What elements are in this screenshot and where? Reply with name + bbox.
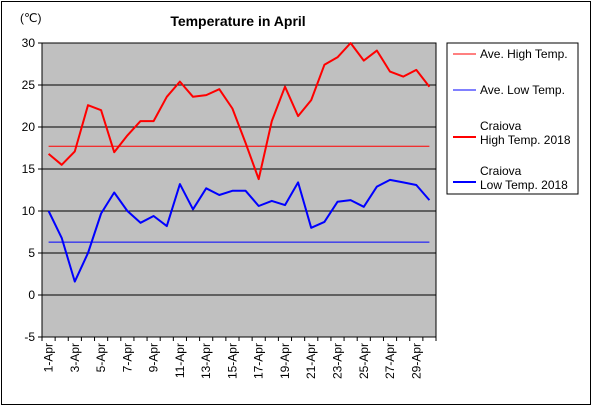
y-unit-label: (℃) — [20, 11, 41, 25]
x-tick-label: 21-Apr — [304, 343, 318, 379]
legend-box — [446, 42, 579, 195]
series-line-3 — [47, 178, 431, 283]
x-tick-label: 19-Apr — [278, 343, 292, 379]
x-tick-label: 17-Apr — [252, 343, 266, 379]
y-tick-label: 10 — [22, 204, 36, 218]
y-tick-label: -5 — [24, 330, 35, 344]
y-tick-label: 0 — [28, 288, 35, 302]
legend: Ave. High Temp. Ave. Low Temp. Craiova High… — [446, 42, 579, 195]
x-tick-label: 29-Apr — [409, 343, 423, 379]
x-tick-label: 9-Apr — [147, 343, 161, 372]
y-tick-label: 30 — [22, 36, 36, 50]
x-tick-label: 27-Apr — [383, 343, 397, 379]
x-tick-label: 25-Apr — [357, 343, 371, 379]
y-tick-label: 25 — [22, 78, 36, 92]
x-tick-label: 11-Apr — [173, 343, 187, 378]
legend-entry: Craiova High Temp. 2018 — [480, 119, 571, 147]
x-tick-label: 23-Apr — [331, 343, 345, 379]
legend-entry: Craiova Low Temp. 2018 — [480, 164, 568, 192]
legend-entry: Ave. High Temp. — [480, 47, 568, 61]
x-tick-label: 1-Apr — [42, 343, 56, 372]
x-tick-label: 13-Apr — [199, 343, 213, 379]
plot-area: -5 0 5 10 15 20 25 30 1-Apr 3-Apr 5-Apr 7-Apr 9-Apr 1… — [22, 36, 437, 379]
x-tick-label: 5-Apr — [94, 343, 108, 372]
series-line-2 — [47, 42, 431, 181]
y-tick-label: 5 — [28, 246, 35, 260]
x-tick-label: 7-Apr — [120, 343, 134, 372]
y-tick-label: 20 — [22, 120, 36, 134]
chart-title: Temperature in April — [170, 13, 305, 29]
legend-entry: Ave. Low Temp. — [480, 83, 565, 97]
x-tick-label: 15-Apr — [225, 343, 239, 379]
y-tick-label: 15 — [22, 162, 36, 176]
x-tick-label: 3-Apr — [68, 343, 82, 372]
